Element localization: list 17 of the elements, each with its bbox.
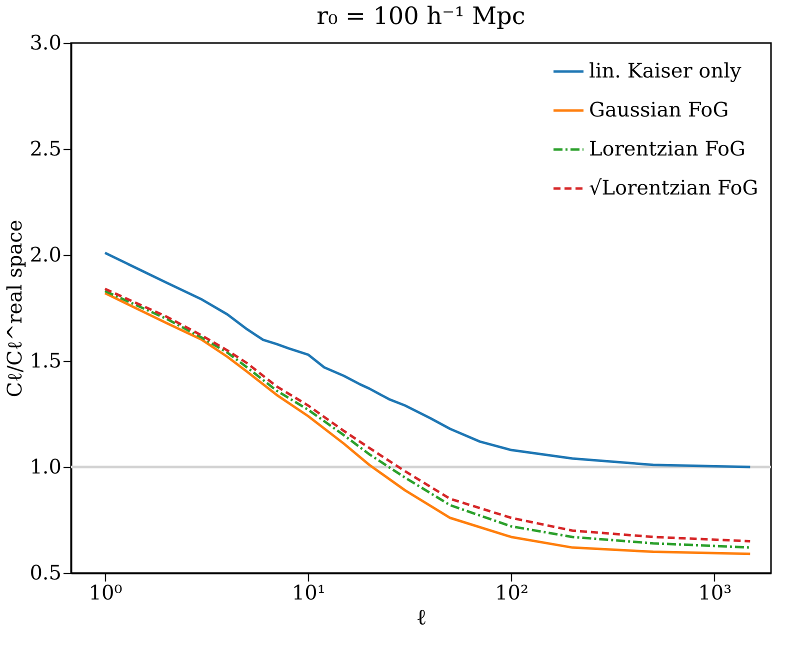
legend-label: lin. Kaiser only <box>589 58 742 82</box>
y-tick-label: 2.0 <box>30 242 62 266</box>
y-axis-title: Cℓ/Cℓ^real space <box>2 220 27 398</box>
y-tick-label: 3.0 <box>30 30 62 54</box>
y-tick-label: 1.0 <box>30 454 62 478</box>
x-tick-label: 10⁰ <box>88 580 122 604</box>
x-tick-label: 10² <box>495 580 528 604</box>
legend-label: Gaussian FoG <box>589 98 729 122</box>
x-tick-label: 10³ <box>698 580 732 604</box>
y-tick-label: 0.5 <box>30 560 62 584</box>
chart-title: r₀ = 100 h⁻¹ Mpc <box>316 2 526 30</box>
x-axis-title: ℓ <box>416 606 427 630</box>
x-tick-label: 10¹ <box>292 580 326 604</box>
legend-label: Lorentzian FoG <box>589 136 746 160</box>
y-tick-label: 1.5 <box>30 348 62 372</box>
y-tick-label: 2.5 <box>30 136 62 160</box>
legend-label: √Lorentzian FoG <box>589 176 758 200</box>
